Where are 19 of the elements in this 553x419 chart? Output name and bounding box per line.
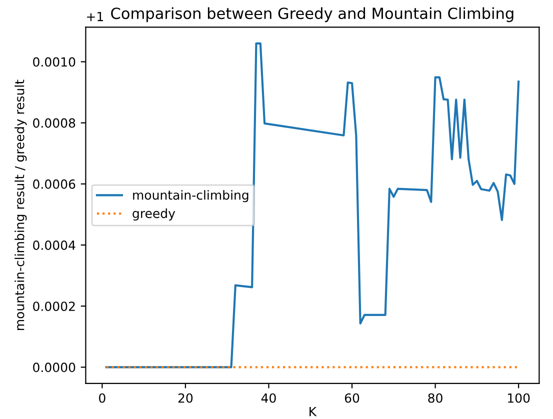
y-tick-label: 0.0004 bbox=[33, 240, 76, 250]
line-series bbox=[105, 42, 520, 368]
x-tick-label: 40 bbox=[261, 393, 276, 403]
x-tick-label: 100 bbox=[508, 393, 530, 403]
x-tick-label: 80 bbox=[428, 393, 442, 403]
legend-label: greedy bbox=[132, 208, 176, 221]
x-tick-label: 20 bbox=[178, 393, 193, 403]
x-axis-title: K bbox=[310, 406, 317, 416]
y-tick-label: 0.0006 bbox=[33, 179, 76, 189]
x-tick-label: 0 bbox=[99, 393, 106, 403]
y-tick-label: 0.0010 bbox=[33, 57, 76, 67]
text: +1 bbox=[87, 12, 103, 22]
y-tick-label: 0.0008 bbox=[33, 118, 76, 128]
y-axis-title: mountain-climbing result / greedy result bbox=[14, 80, 27, 330]
x-tick-label: 60 bbox=[344, 393, 360, 403]
legend-label: mountain-climbing bbox=[133, 190, 248, 202]
y-tick-label: 0.0000 bbox=[33, 362, 76, 372]
y-tick-label: 0.0002 bbox=[33, 302, 75, 312]
chart-title: Comparison between Greedy and Mountain Climbing bbox=[111, 7, 514, 22]
